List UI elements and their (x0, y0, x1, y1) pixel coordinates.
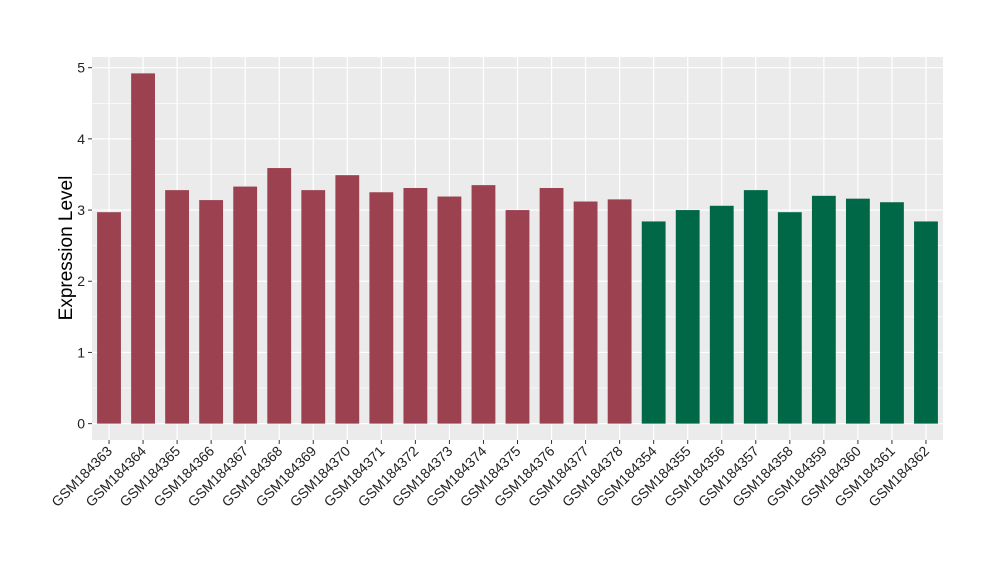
y-axis-title: Expression Level (56, 176, 77, 321)
bar-gsm184364 (131, 73, 155, 424)
bar-gsm184361 (880, 202, 904, 424)
bar-gsm184375 (505, 210, 530, 424)
bar-gsm184376 (539, 187, 564, 424)
bar-gsm184355 (675, 210, 700, 424)
bar-gsm184374 (471, 185, 496, 424)
bar-gsm184368 (267, 168, 292, 424)
bar-gsm184354 (641, 221, 666, 424)
bars-group (97, 73, 938, 424)
bar-gsm184363 (97, 212, 121, 424)
y-tick-label: 5 (77, 60, 85, 76)
bar-gsm184371 (369, 192, 394, 424)
bar-gsm184365 (165, 190, 190, 424)
bar-gsm184377 (573, 201, 598, 424)
bar-gsm184369 (301, 190, 326, 424)
bar-gsm184373 (437, 196, 462, 424)
y-axis: 0 1 2 3 4 5 (77, 60, 92, 432)
bar-gsm184370 (335, 175, 360, 424)
y-tick-label: 0 (77, 416, 85, 432)
y-tick-label: 2 (77, 273, 85, 289)
bar-gsm184366 (199, 200, 224, 424)
bar-gsm184372 (403, 187, 428, 424)
bar-gsm184356 (709, 205, 734, 424)
bar-gsm184378 (607, 199, 632, 424)
x-axis: GSM184363GSM184364GSM184365GSM184366GSM1… (48, 440, 932, 510)
bar-gsm184359 (811, 195, 836, 424)
bar-gsm184367 (233, 186, 258, 424)
y-tick-label: 4 (77, 131, 85, 147)
y-tick-label: 1 (77, 344, 85, 360)
y-tick-label: 3 (77, 202, 85, 218)
bar-gsm184362 (914, 221, 938, 424)
bar-gsm184358 (777, 212, 802, 424)
bar-gsm184357 (743, 190, 768, 424)
bar-gsm184360 (845, 198, 870, 424)
